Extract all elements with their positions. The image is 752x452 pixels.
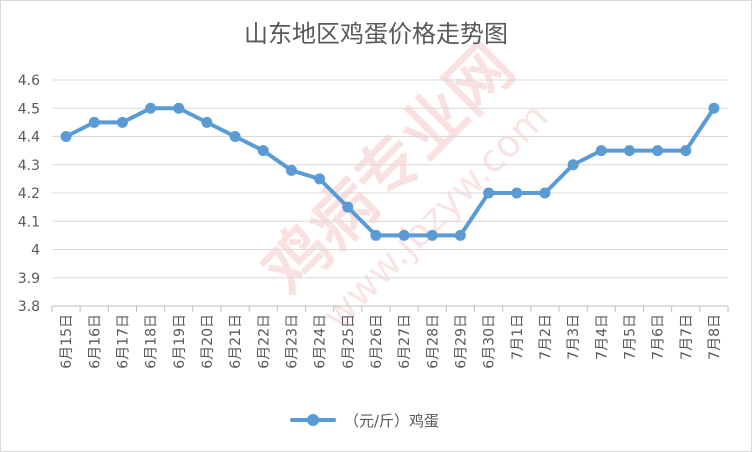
data-point — [370, 229, 382, 241]
data-point — [173, 102, 185, 114]
y-tick-label: 4.1 — [18, 214, 40, 230]
legend-label: （元/斤）鸡蛋 — [344, 411, 440, 430]
data-point — [511, 187, 523, 199]
chart-title: 山东地区鸡蛋价格走势图 — [244, 20, 508, 48]
x-tick-label: 6月30日 — [482, 314, 498, 369]
x-tick-label: 7月4日 — [594, 314, 610, 360]
data-point — [483, 187, 495, 199]
x-tick-label: 7月1日 — [510, 314, 526, 360]
y-tick-label: 4.5 — [18, 101, 40, 117]
x-tick-label: 6月26日 — [369, 314, 385, 369]
data-point — [285, 164, 297, 176]
x-tick-label: 6月16日 — [87, 314, 103, 369]
x-tick-label: 7月3日 — [566, 314, 582, 360]
data-point — [314, 173, 326, 185]
x-tick-label: 6月20日 — [200, 314, 216, 369]
y-tick-label: 3.9 — [18, 271, 40, 287]
x-tick-label: 7月2日 — [538, 314, 554, 360]
x-tick-label: 6月18日 — [144, 314, 160, 369]
x-tick-label: 6月22日 — [256, 314, 272, 369]
x-tick-label: 6月21日 — [228, 314, 244, 369]
data-point — [426, 229, 438, 241]
x-tick-label: 6月15日 — [59, 314, 75, 369]
x-tick-label: 6月24日 — [313, 314, 329, 369]
legend-swatch — [290, 408, 336, 432]
series-line — [64, 106, 716, 238]
data-point — [595, 145, 607, 157]
data-point — [88, 116, 100, 128]
data-point — [680, 145, 692, 157]
x-tick-label: 6月23日 — [284, 314, 300, 369]
data-point — [454, 229, 466, 241]
x-tick-label: 6月17日 — [115, 314, 131, 369]
x-tick-label: 6月27日 — [397, 314, 413, 369]
y-tick-label: 4.4 — [18, 130, 40, 146]
x-tick-label: 7月7日 — [679, 314, 695, 360]
data-point — [229, 131, 241, 142]
y-tick-label: 4.2 — [18, 186, 40, 202]
x-tick-label: 7月6日 — [651, 314, 667, 360]
data-point — [116, 116, 128, 128]
data-point — [201, 116, 213, 128]
x-tick-label: 7月5日 — [622, 314, 638, 360]
data-point — [708, 102, 720, 114]
data-point — [623, 145, 635, 157]
data-point — [567, 159, 579, 171]
y-tick-label: 4.3 — [18, 158, 40, 174]
data-point — [60, 131, 72, 142]
x-tick-label: 6月29日 — [453, 314, 469, 369]
data-point — [652, 145, 664, 157]
data-point — [398, 229, 410, 241]
y-tick-label: 4 — [31, 243, 40, 259]
data-point — [145, 102, 157, 114]
x-tick-label: 7月8日 — [707, 314, 723, 360]
y-tick-label: 4.6 — [18, 73, 40, 89]
x-tick-label: 6月19日 — [172, 314, 188, 369]
data-point — [257, 145, 269, 157]
data-point — [342, 201, 354, 213]
y-tick-label: 3.8 — [18, 299, 40, 315]
data-point — [539, 187, 551, 199]
x-tick-label: 6月25日 — [341, 314, 357, 369]
x-tick-label: 6月28日 — [425, 314, 441, 369]
legend: （元/斤）鸡蛋 — [0, 405, 752, 435]
